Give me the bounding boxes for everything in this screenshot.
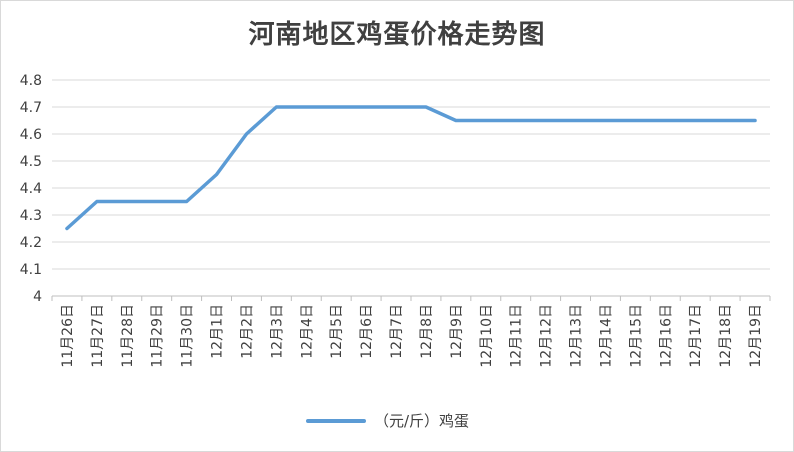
x-tick-label: 12月18日 <box>718 304 734 368</box>
y-tick-label: 4.3 <box>20 208 42 224</box>
x-tick-label: 11月26日 <box>60 304 76 368</box>
y-tick-label: 4.2 <box>20 235 42 251</box>
x-tick-label: 12月15日 <box>628 304 644 368</box>
x-tick-label: 12月2日 <box>239 304 255 359</box>
x-tick-label: 12月11日 <box>509 304 525 368</box>
x-tick-label: 11月30日 <box>180 304 196 368</box>
legend: （元/斤）鸡蛋 <box>306 410 469 431</box>
x-tick-label: 11月27日 <box>90 304 106 368</box>
x-tick-label: 12月17日 <box>688 304 704 368</box>
x-tick-label: 12月9日 <box>449 304 465 359</box>
x-tick-label: 12月16日 <box>658 304 674 368</box>
y-tick-label: 4.6 <box>20 127 42 143</box>
chart-title: 河南地区鸡蛋价格走势图 <box>248 20 546 50</box>
y-axis: 4 4.1 4.2 4.3 4.4 4.5 4.6 4.7 4.8 <box>20 73 42 305</box>
x-tick-label: 11月28日 <box>120 304 136 368</box>
y-tick-label: 4.4 <box>20 181 42 197</box>
y-tick-label: 4.7 <box>20 100 42 116</box>
x-axis: 11月26日 11月27日 11月28日 11月29日 11月30日 12月1日 12月2日… <box>51 295 771 368</box>
x-tick-label: 12月19日 <box>748 304 764 368</box>
x-tick-label: 11月29日 <box>150 304 166 368</box>
x-tick-label: 12月13日 <box>569 304 585 368</box>
series-layer <box>65 105 757 231</box>
series-line <box>65 105 757 231</box>
x-tick-label: 12月4日 <box>299 304 315 359</box>
x-tick-label: 12月12日 <box>539 304 555 368</box>
x-tick-label: 12月6日 <box>359 304 375 359</box>
y-tick-label: 4 <box>33 289 42 305</box>
x-tick-label: 12月8日 <box>419 304 435 359</box>
x-tick-label: 12月14日 <box>598 304 614 368</box>
y-tick-label: 4.8 <box>20 73 42 89</box>
x-tick-label: 12月10日 <box>479 304 495 368</box>
x-tick-label: 12月1日 <box>210 304 226 359</box>
legend-label: （元/斤）鸡蛋 <box>374 412 470 430</box>
y-tick-label: 4.5 <box>20 154 42 170</box>
x-tick-label: 12月7日 <box>389 304 405 359</box>
legend-swatch <box>306 418 366 423</box>
x-tick-label: 12月5日 <box>329 304 345 359</box>
y-tick-label: 4.1 <box>20 262 42 278</box>
x-tick-label: 12月3日 <box>269 304 285 359</box>
